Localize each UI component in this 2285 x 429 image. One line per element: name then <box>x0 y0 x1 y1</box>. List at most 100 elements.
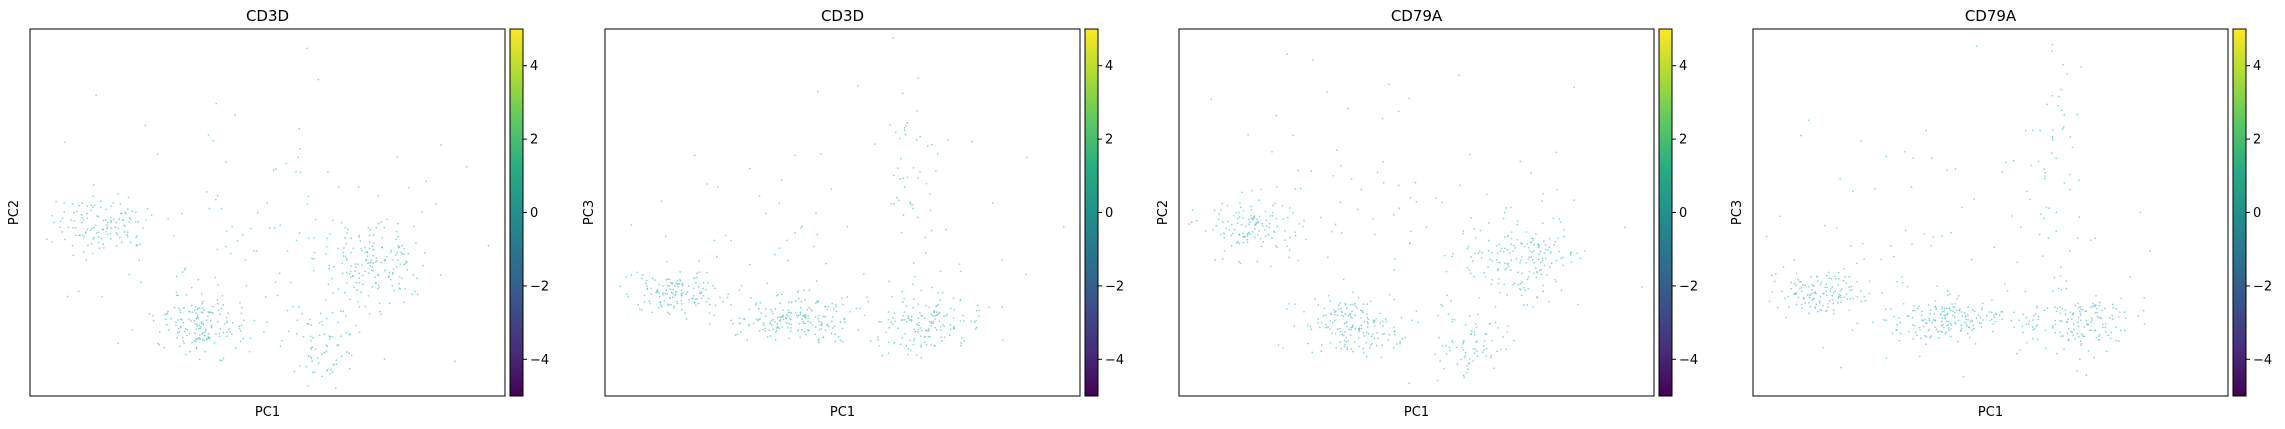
data-point <box>1556 237 1559 240</box>
data-point <box>2115 308 2118 310</box>
data-point <box>1258 215 1261 218</box>
data-point <box>663 299 666 302</box>
colorbar <box>1084 28 1099 397</box>
data-point <box>164 318 167 321</box>
data-point <box>2105 350 2108 353</box>
data-point <box>361 274 364 277</box>
data-point <box>1536 270 1538 273</box>
data-point <box>749 263 751 266</box>
data-point <box>72 226 74 229</box>
data-point <box>1502 336 1504 338</box>
data-point <box>337 247 339 250</box>
data-point <box>368 247 371 250</box>
data-point <box>1351 324 1354 327</box>
data-point <box>358 277 361 280</box>
data-point <box>268 227 271 229</box>
x-axis-label: PC1 <box>255 405 280 420</box>
data-point <box>176 331 179 334</box>
data-point <box>1951 303 1953 305</box>
data-point <box>1928 317 1931 320</box>
data-point <box>679 278 681 281</box>
data-point <box>808 289 811 291</box>
data-point <box>357 300 360 303</box>
data-point <box>1872 321 1874 324</box>
data-point <box>1918 326 1921 329</box>
data-point <box>674 285 676 287</box>
data-point <box>1949 327 1952 330</box>
data-point <box>804 316 807 318</box>
data-point <box>1479 229 1482 232</box>
data-point <box>748 308 751 311</box>
data-point <box>200 311 203 313</box>
data-point <box>350 237 352 240</box>
data-point <box>694 298 697 300</box>
data-point <box>1318 326 1321 329</box>
data-point <box>329 335 331 338</box>
data-point <box>214 276 217 279</box>
data-point <box>1808 296 1811 299</box>
colorbar-tick-label: −2 <box>1679 279 1698 294</box>
data-point <box>1505 267 1508 270</box>
data-point <box>1803 298 1805 300</box>
data-point <box>1525 231 1528 233</box>
data-point <box>893 203 895 205</box>
data-point <box>199 334 201 336</box>
data-point <box>672 306 675 309</box>
data-point <box>916 216 919 219</box>
data-point <box>376 259 378 262</box>
data-point <box>388 275 390 278</box>
data-point <box>1832 312 1835 315</box>
data-point <box>323 333 326 336</box>
data-point <box>399 263 402 265</box>
data-point <box>1958 309 1961 312</box>
data-point <box>127 196 130 199</box>
data-point <box>102 219 105 222</box>
data-point <box>1848 286 1851 288</box>
data-point <box>1393 269 1396 271</box>
data-point <box>1950 231 1952 234</box>
data-point <box>1001 306 1004 308</box>
data-point <box>818 328 821 331</box>
data-point <box>1327 326 1330 328</box>
data-point <box>707 281 709 284</box>
data-point <box>1885 357 1888 360</box>
data-point <box>1908 330 1910 333</box>
data-point <box>204 350 206 353</box>
data-point <box>330 369 332 371</box>
data-point <box>1267 234 1270 236</box>
data-point <box>165 323 168 326</box>
data-point <box>2117 316 2120 319</box>
data-point <box>178 345 181 348</box>
data-point <box>1808 302 1810 304</box>
data-point <box>1357 328 1360 330</box>
data-point <box>903 129 906 131</box>
data-point <box>1503 283 1506 286</box>
data-point <box>1347 314 1350 317</box>
data-point <box>787 309 790 312</box>
data-point <box>1558 250 1561 253</box>
data-point <box>1483 272 1486 274</box>
data-point <box>1490 283 1493 286</box>
data-point <box>1874 187 1876 190</box>
data-point <box>1275 217 1278 220</box>
data-point <box>912 339 915 342</box>
data-point <box>1347 107 1349 110</box>
data-point <box>790 301 793 304</box>
data-point <box>135 211 137 214</box>
data-point <box>1577 303 1579 306</box>
data-point <box>1223 232 1225 235</box>
data-point <box>1943 317 1946 320</box>
data-point <box>398 287 401 290</box>
data-point <box>2077 321 2079 324</box>
data-point <box>1942 324 1944 326</box>
data-point <box>2078 179 2080 182</box>
data-point <box>1988 311 1991 313</box>
data-point <box>151 314 154 317</box>
data-point <box>1843 296 1846 299</box>
data-point <box>670 303 673 306</box>
data-point <box>82 251 85 253</box>
data-point <box>1860 139 1862 142</box>
data-point <box>1827 306 1829 309</box>
data-point <box>2076 370 2078 372</box>
data-point <box>249 337 252 340</box>
